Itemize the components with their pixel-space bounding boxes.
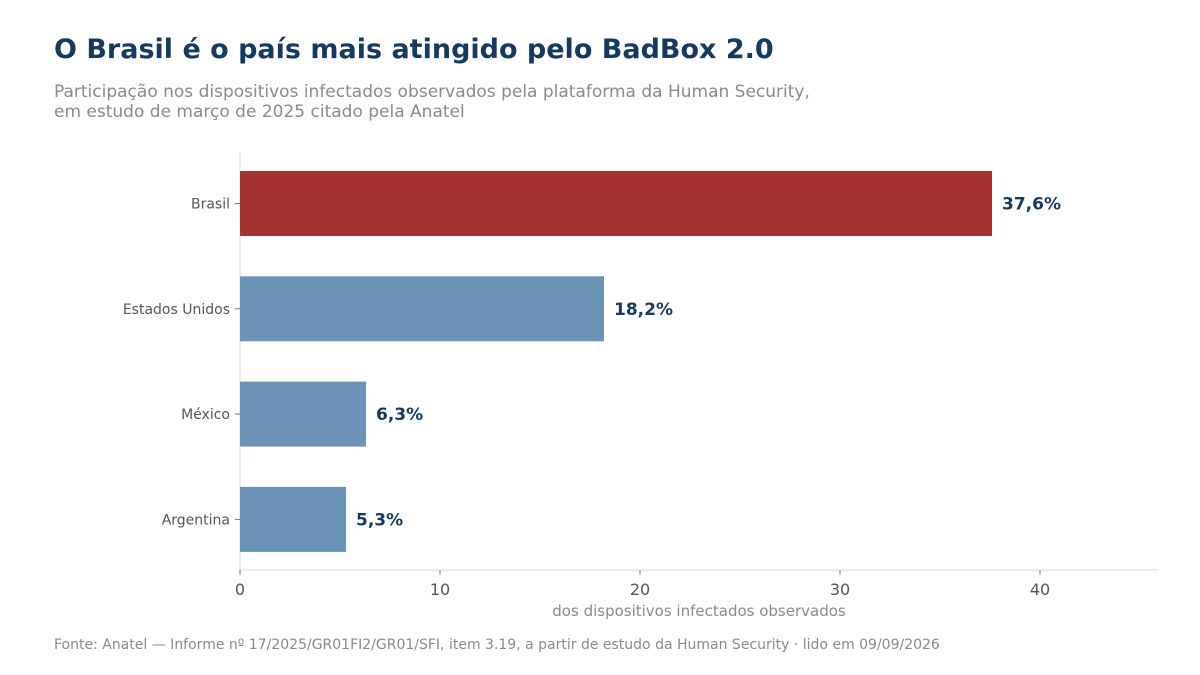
x-tick-label-30: 30 [830, 580, 850, 599]
category-label-estados-unidos: Estados Unidos [123, 302, 230, 318]
bar-estados-unidos [240, 276, 604, 342]
data-label-argentina: 5,3% [356, 510, 403, 530]
data-label-mexico: 6,3% [376, 405, 423, 425]
chart-subtitle: Participação nos dispositivos infectados… [54, 82, 954, 122]
subtitle-line-1: Participação nos dispositivos infectados… [54, 82, 810, 102]
x-tick-label-20: 20 [630, 580, 650, 599]
bar-mexico [240, 381, 366, 447]
subtitle-line-2: em estudo de março de 2025 citado pela A… [54, 102, 465, 122]
x-tick-label-40: 40 [1030, 580, 1050, 599]
data-label-brasil: 37,6% [1002, 195, 1061, 215]
category-label-brasil: Brasil [191, 197, 230, 213]
source-note: Fonte: Anatel — Informe nº 17/2025/GR01F… [54, 637, 940, 653]
x-tick-label-10: 10 [430, 580, 450, 599]
bar-brasil [240, 171, 992, 236]
chart-title: O Brasil é o país mais atingido pelo Bad… [54, 34, 774, 65]
category-label-mexico: México [181, 407, 230, 423]
bar-argentina [240, 486, 346, 552]
x-axis-title: dos dispositivos infectados observados [552, 602, 846, 620]
data-label-estados-unidos: 18,2% [614, 300, 673, 320]
category-label-argentina: Argentina [162, 512, 230, 528]
x-tick-label-0: 0 [235, 580, 245, 599]
